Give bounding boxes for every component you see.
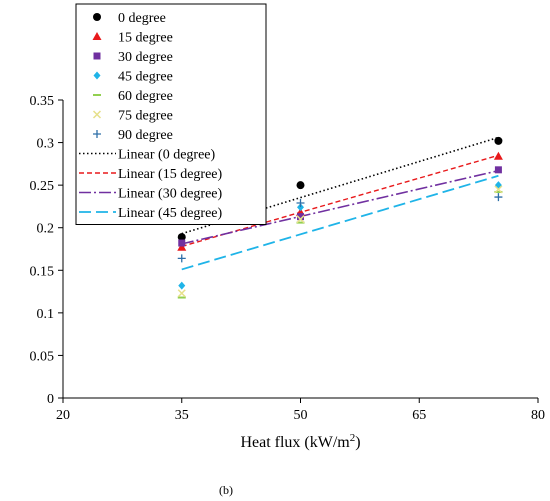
y-tick-label: 0.15 bbox=[30, 264, 55, 279]
data-point-s5-p2 bbox=[494, 185, 503, 194]
legend-marker-6 bbox=[93, 130, 101, 138]
x-tick-label: 35 bbox=[175, 408, 189, 423]
data-point-s0-p1 bbox=[296, 181, 305, 190]
data-point-s2-p1 bbox=[297, 213, 304, 221]
legend-marker-1 bbox=[92, 32, 102, 40]
legend-marker-2 bbox=[93, 52, 101, 60]
trend-lines bbox=[181, 136, 499, 271]
data-point-s5-p0 bbox=[177, 289, 186, 298]
legend-label: 90 degree bbox=[118, 128, 173, 143]
figure-caption: (b) bbox=[219, 483, 233, 497]
legend-label: Linear (0 degree) bbox=[118, 148, 215, 163]
plot-area: 20 35 50 65 80 0 0.05 0.1 0.15 0.2 0.25 0.3 0.35 bbox=[30, 94, 546, 423]
legend-label: 15 degree bbox=[118, 31, 173, 46]
y-tick-label: 0 bbox=[47, 392, 54, 407]
y-tick-label: 0.05 bbox=[30, 349, 55, 364]
trend-line-3 bbox=[181, 174, 499, 271]
data-point-s6-p2 bbox=[494, 193, 503, 202]
legend-label: 30 degree bbox=[118, 50, 173, 65]
x-tick-label: 80 bbox=[531, 408, 545, 423]
legend-box bbox=[75, 3, 267, 225]
y-tick-label: 0.2 bbox=[37, 222, 55, 237]
data-point-s2-p2 bbox=[494, 166, 502, 174]
legend-label: Linear (30 degree) bbox=[118, 187, 222, 202]
data-point-s6-p1 bbox=[296, 199, 305, 208]
x-tick-label: 20 bbox=[56, 408, 70, 423]
trend-line-2 bbox=[181, 169, 499, 245]
data-point-s0-p2 bbox=[494, 136, 503, 145]
data-point-s1-p0 bbox=[177, 242, 187, 251]
data-point-s3-p1 bbox=[297, 203, 304, 212]
x-axis-label: Heat flux (kW/m2) bbox=[240, 432, 360, 451]
legend-marker-5 bbox=[92, 110, 102, 119]
y-tick-label: 0.3 bbox=[37, 137, 55, 152]
y-tick-label: 0.35 bbox=[30, 94, 55, 109]
y-tick-label: 0.1 bbox=[37, 307, 55, 322]
legend: 0 degree 15 degree 30 degree 45 degree 60 de… bbox=[75, 3, 267, 225]
legend-marker-3 bbox=[93, 71, 101, 80]
legend-label: 0 degree bbox=[118, 11, 166, 26]
legend-marker-0 bbox=[93, 13, 101, 21]
data-point-s1-p2 bbox=[493, 151, 503, 160]
legend-label: 45 degree bbox=[118, 70, 173, 85]
legend-label: Linear (15 degree) bbox=[118, 167, 222, 182]
data-point-s0-p0 bbox=[177, 233, 186, 242]
legend-label: Linear (45 degree) bbox=[118, 206, 222, 221]
trend-line-0 bbox=[181, 136, 499, 235]
data-point-s6-p0 bbox=[177, 254, 186, 263]
data-point-s3-p0 bbox=[178, 281, 186, 290]
x-tick-label: 65 bbox=[412, 408, 426, 423]
y-ticks: 0 0.05 0.1 0.15 0.2 0.25 0.3 0.35 bbox=[30, 94, 63, 407]
data-markers bbox=[177, 136, 503, 299]
data-point-s5-p1 bbox=[296, 215, 305, 224]
legend-label: 60 degree bbox=[118, 89, 173, 104]
y-tick-label: 0.25 bbox=[30, 179, 55, 194]
trend-line-1 bbox=[181, 154, 499, 248]
legend-label: 75 degree bbox=[118, 109, 173, 124]
x-tick-label: 50 bbox=[294, 408, 308, 423]
data-point-s2-p0 bbox=[178, 239, 186, 247]
x-ticks: 20 35 50 65 80 bbox=[56, 398, 545, 423]
